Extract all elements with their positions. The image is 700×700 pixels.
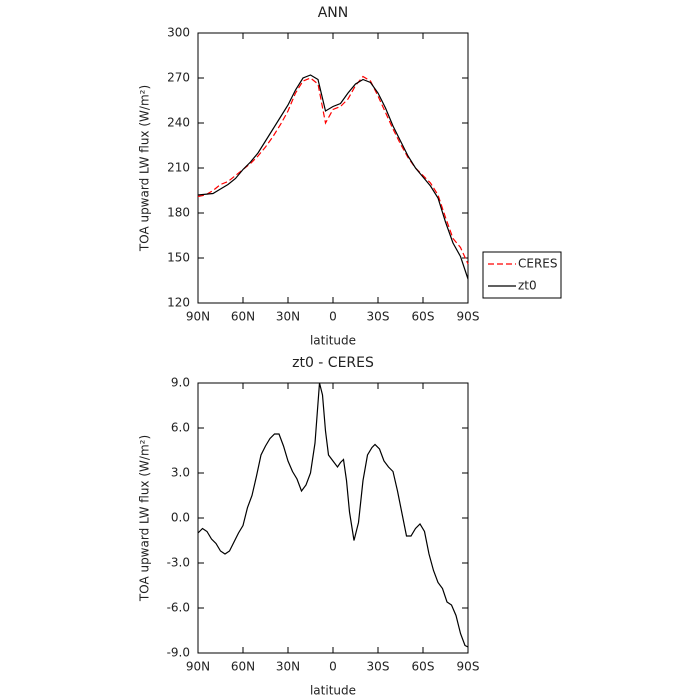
chart-title: zt0 - CERES xyxy=(292,355,374,371)
y-tick-label: 3.0 xyxy=(171,466,190,480)
data-line xyxy=(197,382,469,648)
y-tick-label: 150 xyxy=(167,251,190,265)
x-tick-label: 0 xyxy=(329,310,337,324)
x-tick-label: 90N xyxy=(186,310,210,324)
y-tick-label: 6.0 xyxy=(171,421,190,435)
x-tick-label: 60S xyxy=(412,310,435,324)
y-axis-label: TOA upward LW flux (W/m²) xyxy=(138,85,152,252)
y-tick-label: -6.0 xyxy=(167,601,190,615)
y-tick-label: -9.0 xyxy=(167,646,190,660)
legend-box xyxy=(482,251,562,299)
y-tick-label: -3.0 xyxy=(167,556,190,570)
y-tick-label: 9.0 xyxy=(171,376,190,390)
y-tick-label: 0.0 xyxy=(171,511,190,525)
data-line xyxy=(197,75,469,265)
x-tick-label: 60N xyxy=(231,660,255,674)
plot-frame xyxy=(197,382,469,654)
y-tick-label: 120 xyxy=(167,296,190,310)
x-tick-label: 30S xyxy=(367,660,390,674)
x-tick-label: 90S xyxy=(457,660,480,674)
x-tick-label: 0 xyxy=(329,660,337,674)
legend-label: zt0 xyxy=(518,279,537,293)
y-tick-label: 180 xyxy=(167,206,190,220)
y-tick-label: 270 xyxy=(167,71,190,85)
legend-label: CERES xyxy=(518,257,558,271)
plot-frame xyxy=(197,32,469,304)
x-tick-label: 60S xyxy=(412,660,435,674)
data-line xyxy=(197,74,469,280)
x-axis-label: latitude xyxy=(310,334,356,348)
x-tick-label: 30N xyxy=(276,660,300,674)
y-tick-label: 240 xyxy=(167,116,190,130)
x-tick-label: 90N xyxy=(186,660,210,674)
y-tick-label: 300 xyxy=(167,26,190,40)
x-axis-label: latitude xyxy=(310,684,356,698)
y-axis-label: TOA upward LW flux (W/m²) xyxy=(138,435,152,602)
y-tick-label: 210 xyxy=(167,161,190,175)
x-tick-label: 30S xyxy=(367,310,390,324)
chart-title: ANN xyxy=(318,5,349,21)
x-tick-label: 30N xyxy=(276,310,300,324)
x-tick-label: 90S xyxy=(457,310,480,324)
x-tick-label: 60N xyxy=(231,310,255,324)
